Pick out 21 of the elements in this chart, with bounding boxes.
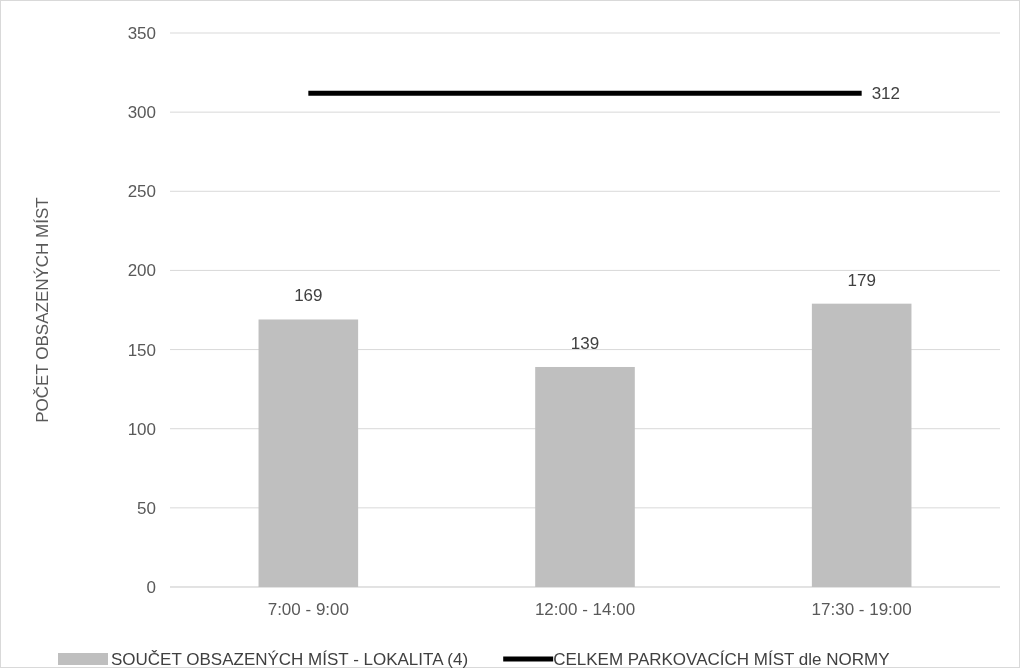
y-tick-label: 200: [127, 261, 156, 281]
bar: [258, 319, 359, 587]
y-tick-label: 350: [127, 23, 156, 43]
x-tick-label: 7:00 - 9:00: [267, 600, 349, 619]
y-tick-label: 250: [127, 182, 156, 202]
y-axis-title: POČET OBSAZENÝCH MÍST: [33, 197, 52, 423]
y-tick-label: 100: [127, 419, 156, 439]
data-label: 139: [570, 333, 600, 353]
data-label: 169: [294, 286, 323, 306]
data-label: 179: [847, 270, 876, 290]
bar: [811, 303, 912, 587]
x-tick-label: 12:00 - 14:00: [534, 600, 636, 619]
y-tick-label: 150: [127, 340, 156, 360]
legend-label: SOUČET OBSAZENÝCH MÍST - LOKALITA (4): [111, 649, 469, 669]
y-tick-label: 300: [127, 103, 156, 123]
y-tick-label: 50: [137, 498, 156, 518]
bar: [535, 366, 635, 587]
data-label: 312: [871, 84, 901, 104]
legend-label: CELKEM PARKOVACÍCH MÍST dle NORMY: [553, 649, 890, 669]
y-tick-label: 0: [146, 577, 156, 597]
x-tick-label: 17:30 - 19:00: [811, 600, 912, 619]
